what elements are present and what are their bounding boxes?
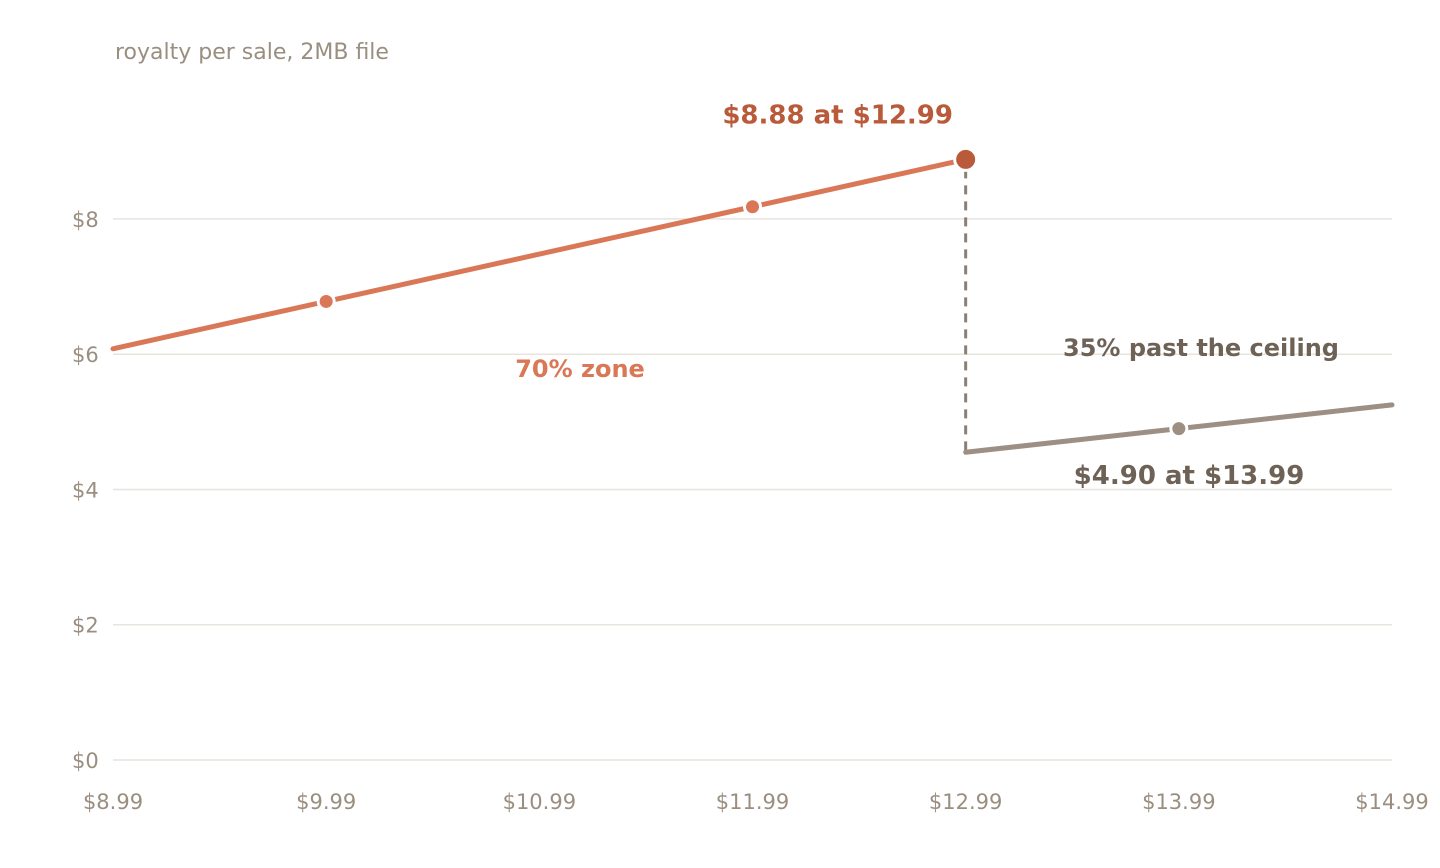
x-tick-label: $11.99 [716,790,789,814]
peak-data-point [953,146,979,172]
y-tick-label: $0 [72,749,99,773]
y-tick-labels: $0 $2 $4 $6 $8 [72,208,99,773]
x-tick-label: $12.99 [929,790,1002,814]
peak-annotation: $8.88 at $12.99 [722,100,953,130]
y-axis-caption: royalty per sale, 2MB file [115,40,389,65]
data-point-35pct [1169,419,1189,439]
data-point-70pct [316,291,336,311]
y-tick-label: $2 [72,614,99,638]
x-tick-label: $9.99 [296,790,356,814]
low-point-annotation: $4.90 at $13.99 [1074,461,1305,491]
x-tick-label: $13.99 [1142,790,1215,814]
x-tick-label: $14.99 [1355,790,1428,814]
annotations-layer: $8.88 at $12.99 70% zone 35% past the ce… [515,100,1339,491]
ceiling-annotation: 35% past the ceiling [1063,334,1339,362]
series-line-70pct [110,156,969,352]
data-point-70pct [743,197,762,217]
x-tick-label: $10.99 [503,790,576,814]
y-tick-label: $8 [72,208,99,232]
grid-layer [113,218,1392,761]
y-tick-label: $4 [72,478,99,502]
x-tick-labels: $8.99 $9.99 $10.99 $11.99 $12.99 $13.99 $14.99 [83,790,1429,814]
x-tick-label: $8.99 [83,790,143,814]
y-tick-label: $6 [72,343,99,367]
series-layer [110,146,1395,455]
zone-annotation: 70% zone [515,355,645,383]
